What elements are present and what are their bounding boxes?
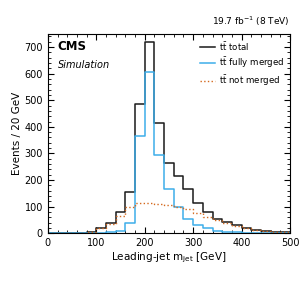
t$\bar{\mathrm{t}}$ total: [201, 201, 205, 204]
Y-axis label: Events / 20 GeV: Events / 20 GeV: [12, 92, 22, 175]
t$\bar{\mathrm{t}}$ not merged: [211, 215, 214, 218]
t$\bar{\mathrm{t}}$ not merged: [133, 201, 137, 204]
t$\bar{\mathrm{t}}$ not merged: [288, 232, 292, 235]
t$\bar{\mathrm{t}}$ not merged: [65, 232, 69, 235]
t$\bar{\mathrm{t}}$ total: [65, 232, 69, 235]
Line: t$\bar{\mathrm{t}}$ total: t$\bar{\mathrm{t}}$ total: [48, 42, 290, 233]
t$\bar{\mathrm{t}}$ fully merged: [46, 232, 50, 235]
t$\bar{\mathrm{t}}$ fully merged: [133, 221, 137, 224]
t$\bar{\mathrm{t}}$ fully merged: [211, 227, 214, 230]
t$\bar{\mathrm{t}}$ not merged: [201, 212, 205, 215]
Text: 19.7 fb$^{-1}$ (8 TeV): 19.7 fb$^{-1}$ (8 TeV): [213, 14, 290, 28]
t$\bar{\mathrm{t}}$ not merged: [46, 232, 50, 235]
Legend: t$\bar{\mathrm{t}}$ total, t$\bar{\mathrm{t}}$ fully merged, t$\bar{\mathrm{t}}$: t$\bar{\mathrm{t}}$ total, t$\bar{\mathr…: [198, 38, 286, 90]
t$\bar{\mathrm{t}}$ not merged: [162, 204, 166, 207]
Line: t$\bar{\mathrm{t}}$ fully merged: t$\bar{\mathrm{t}}$ fully merged: [48, 72, 290, 233]
t$\bar{\mathrm{t}}$ fully merged: [65, 232, 69, 235]
t$\bar{\mathrm{t}}$ fully merged: [201, 224, 205, 227]
t$\bar{\mathrm{t}}$ total: [288, 232, 292, 235]
t$\bar{\mathrm{t}}$ total: [279, 230, 282, 233]
t$\bar{\mathrm{t}}$ total: [143, 40, 147, 43]
Line: t$\bar{\mathrm{t}}$ not merged: t$\bar{\mathrm{t}}$ not merged: [48, 203, 290, 233]
Text: CMS: CMS: [57, 40, 86, 53]
t$\bar{\mathrm{t}}$ not merged: [133, 205, 137, 208]
X-axis label: Leading-jet m$_\mathrm{jet}$ [GeV]: Leading-jet m$_\mathrm{jet}$ [GeV]: [111, 251, 227, 265]
t$\bar{\mathrm{t}}$ total: [133, 190, 137, 194]
t$\bar{\mathrm{t}}$ fully merged: [288, 232, 292, 235]
Text: Simulation: Simulation: [57, 60, 110, 70]
t$\bar{\mathrm{t}}$ fully merged: [162, 188, 166, 191]
t$\bar{\mathrm{t}}$ total: [46, 232, 50, 235]
t$\bar{\mathrm{t}}$ total: [162, 161, 166, 164]
t$\bar{\mathrm{t}}$ fully merged: [279, 232, 282, 235]
t$\bar{\mathrm{t}}$ fully merged: [143, 71, 147, 74]
t$\bar{\mathrm{t}}$ total: [211, 210, 214, 214]
t$\bar{\mathrm{t}}$ not merged: [279, 230, 282, 234]
